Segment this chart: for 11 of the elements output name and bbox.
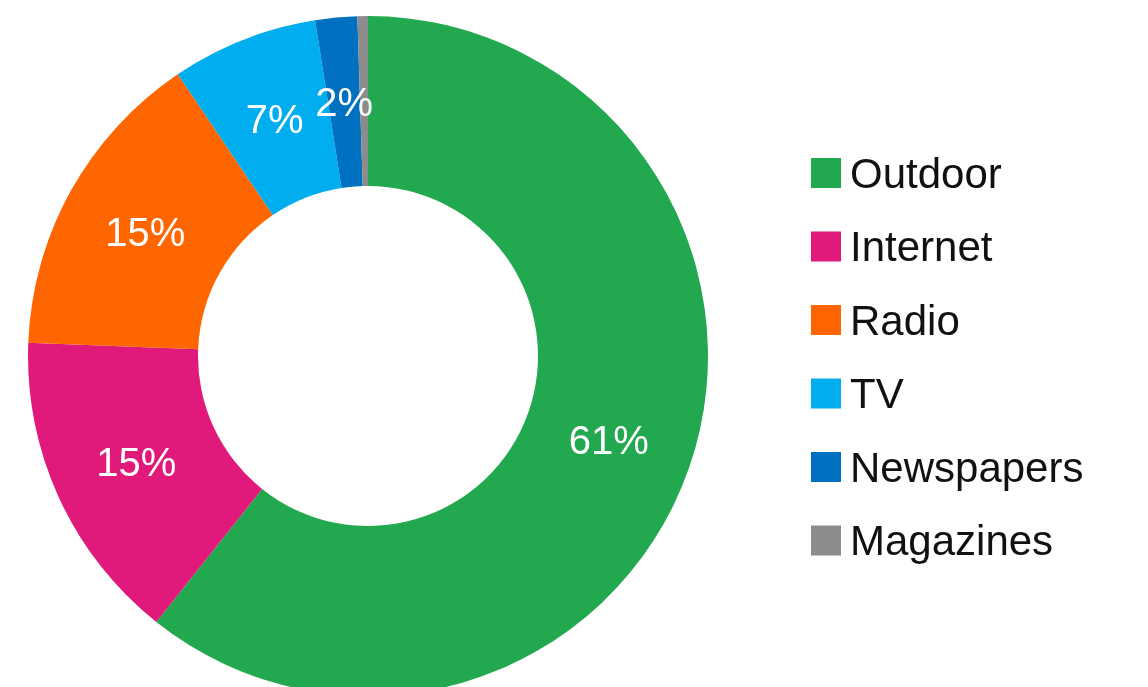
data-label: 61%: [568, 418, 649, 463]
data-label: 15%: [105, 209, 186, 254]
legend-label: Magazines: [850, 517, 1054, 564]
legend-label: Newspapers: [850, 443, 1084, 491]
data-label: 15%: [96, 440, 177, 485]
data-label: 7%: [245, 96, 304, 141]
legend-label: Internet: [850, 223, 993, 270]
legend-label: Radio: [850, 296, 960, 344]
legend-label: TV: [850, 370, 904, 417]
legend-label: Outdoor: [850, 149, 1002, 197]
data-label: 2%: [315, 80, 374, 125]
